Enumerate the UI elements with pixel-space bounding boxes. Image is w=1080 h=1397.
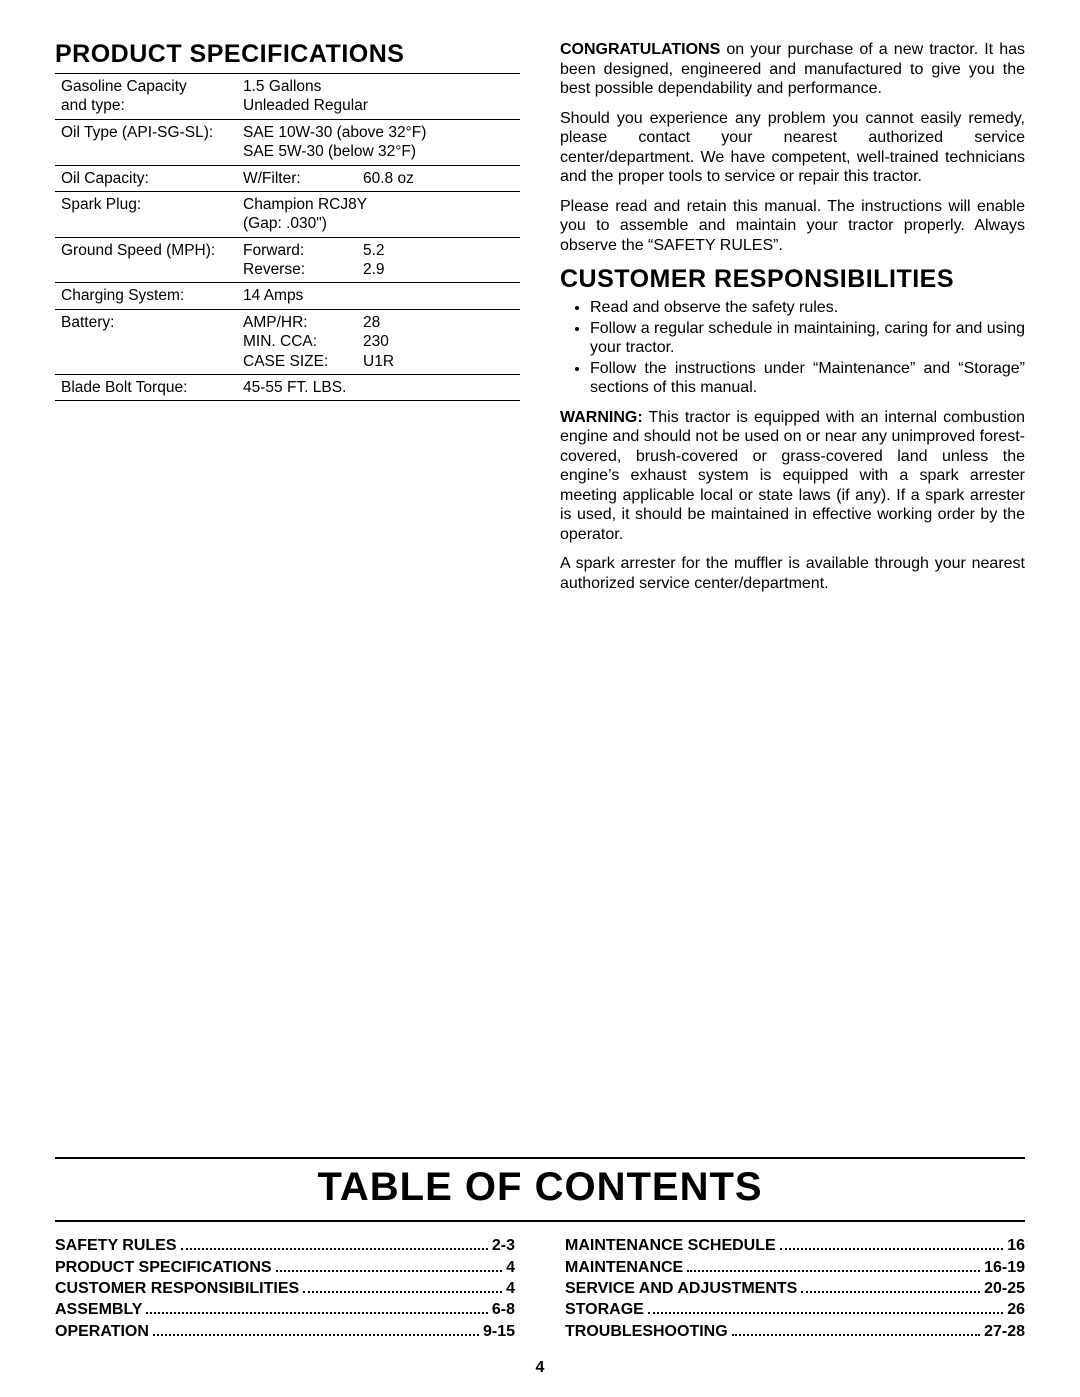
- toc-row: ASSEMBLY 6-8: [55, 1299, 515, 1320]
- warning-paragraph: WARNING: This tractor is equipped with a…: [560, 408, 1025, 545]
- spec-label: Blade Bolt Torque:: [55, 374, 237, 400]
- toc-label: ASSEMBLY: [55, 1300, 142, 1320]
- spec-row: Gasoline Capacityand type:1.5 GallonsUnl…: [55, 74, 520, 120]
- toc-left-column: SAFETY RULES2-3PRODUCT SPECIFICATIONS4CU…: [55, 1236, 515, 1342]
- toc-dots: [181, 1236, 488, 1251]
- toc-columns: SAFETY RULES2-3PRODUCT SPECIFICATIONS4CU…: [55, 1236, 1025, 1342]
- toc-label: SERVICE AND ADJUSTMENTS: [565, 1279, 797, 1299]
- toc-label: MAINTENANCE SCHEDULE: [565, 1236, 776, 1256]
- toc-dots: [732, 1321, 980, 1336]
- toc-right-column: MAINTENANCE SCHEDULE16MAINTENANCE16-19SE…: [565, 1236, 1025, 1342]
- spec-value: 1.5 GallonsUnleaded Regular: [237, 74, 520, 120]
- warning-lead: WARNING:: [560, 409, 643, 426]
- two-column-layout: PRODUCT SPECIFICATIONS Gasoline Capacity…: [55, 40, 1025, 603]
- congrats-paragraph: CONGRATULATIONS on your purchase of a ne…: [560, 40, 1025, 99]
- toc-dots: [687, 1257, 980, 1272]
- toc-page: 27-28: [984, 1322, 1025, 1342]
- toc-title-wrap: TABLE OF CONTENTS: [55, 1157, 1025, 1222]
- spec-value: Forward:5.2Reverse:2.9: [237, 237, 520, 283]
- spec-row: Charging System:14 Amps: [55, 283, 520, 309]
- toc-dots: [648, 1299, 1003, 1314]
- toc-page: 6-8: [492, 1300, 515, 1320]
- toc-row: CUSTOMER RESPONSIBILITIES 4: [55, 1278, 515, 1299]
- responsibilities-heading: CUSTOMER RESPONSIBILITIES: [560, 265, 1025, 294]
- warning-rest: This tractor is equipped with an interna…: [560, 409, 1025, 543]
- toc-dots: [801, 1278, 980, 1293]
- toc-page: 9-15: [483, 1322, 515, 1342]
- responsibility-item: Follow the instructions under “Maintenan…: [590, 359, 1025, 398]
- spec-label: Oil Type (API-SG-SL):: [55, 119, 237, 165]
- toc-page: 4: [506, 1258, 515, 1278]
- spec-value: AMP/HR:28MIN. CCA:230CASE SIZE:U1R: [237, 309, 520, 374]
- page-number: 4: [0, 1359, 1080, 1377]
- toc-title: TABLE OF CONTENTS: [317, 1165, 762, 1209]
- responsibility-item: Follow a regular schedule in maintaining…: [590, 319, 1025, 358]
- toc-page: 4: [506, 1279, 515, 1299]
- toc-dots: [146, 1299, 487, 1314]
- service-paragraph: Should you experience any problem you ca…: [560, 109, 1025, 187]
- left-column: PRODUCT SPECIFICATIONS Gasoline Capacity…: [55, 40, 520, 603]
- responsibility-item: Read and observe the safety rules.: [590, 298, 1025, 318]
- toc-label: TROUBLESHOOTING: [565, 1322, 728, 1342]
- toc-page: 2-3: [492, 1236, 515, 1256]
- spec-row: Oil Capacity:W/Filter:60.8 oz: [55, 165, 520, 191]
- toc-row: TROUBLESHOOTING 27-28: [565, 1321, 1025, 1342]
- responsibilities-list: Read and observe the safety rules.Follow…: [560, 298, 1025, 398]
- toc-label: CUSTOMER RESPONSIBILITIES: [55, 1279, 299, 1299]
- toc-page: 26: [1007, 1300, 1025, 1320]
- toc-row: PRODUCT SPECIFICATIONS 4: [55, 1257, 515, 1278]
- read-retain-paragraph: Please read and retain this manual. The …: [560, 197, 1025, 256]
- toc-row: MAINTENANCE 16-19: [565, 1257, 1025, 1278]
- spec-value: 45-55 FT. LBS.: [237, 374, 520, 400]
- toc-dots: [153, 1321, 479, 1336]
- spec-value: Champion RCJ8Y(Gap: .030"): [237, 191, 520, 237]
- spec-value: SAE 10W-30 (above 32°F)SAE 5W-30 (below …: [237, 119, 520, 165]
- toc-row: STORAGE 26: [565, 1299, 1025, 1320]
- toc-label: PRODUCT SPECIFICATIONS: [55, 1258, 272, 1278]
- spec-label: Charging System:: [55, 283, 237, 309]
- toc-label: MAINTENANCE: [565, 1258, 683, 1278]
- spec-row: Oil Type (API-SG-SL):SAE 10W-30 (above 3…: [55, 119, 520, 165]
- spec-heading: PRODUCT SPECIFICATIONS: [55, 40, 520, 69]
- toc-dots: [276, 1257, 502, 1272]
- toc-label: SAFETY RULES: [55, 1236, 177, 1256]
- spec-value: 14 Amps: [237, 283, 520, 309]
- spec-row: Ground Speed (MPH):Forward:5.2Reverse:2.…: [55, 237, 520, 283]
- spec-label: Battery:: [55, 309, 237, 374]
- toc-dots: [780, 1236, 1004, 1251]
- toc-row: MAINTENANCE SCHEDULE 16: [565, 1236, 1025, 1257]
- spec-label: Spark Plug:: [55, 191, 237, 237]
- spec-table: Gasoline Capacityand type:1.5 GallonsUnl…: [55, 73, 520, 401]
- spec-row: Battery:AMP/HR:28MIN. CCA:230CASE SIZE:U…: [55, 309, 520, 374]
- toc-row: SERVICE AND ADJUSTMENTS 20-25: [565, 1278, 1025, 1299]
- spark-arrester-paragraph: A spark arrester for the muffler is avai…: [560, 554, 1025, 593]
- toc-page: 16: [1007, 1236, 1025, 1256]
- toc-row: OPERATION 9-15: [55, 1321, 515, 1342]
- toc-page: 16-19: [984, 1258, 1025, 1278]
- toc-label: OPERATION: [55, 1322, 149, 1342]
- manual-page: PRODUCT SPECIFICATIONS Gasoline Capacity…: [0, 0, 1080, 1397]
- spec-row: Spark Plug:Champion RCJ8Y(Gap: .030"): [55, 191, 520, 237]
- toc-dots: [303, 1278, 502, 1293]
- right-column: CONGRATULATIONS on your purchase of a ne…: [560, 40, 1025, 603]
- table-of-contents: TABLE OF CONTENTS SAFETY RULES2-3PRODUCT…: [55, 1157, 1025, 1342]
- spec-label: Oil Capacity:: [55, 165, 237, 191]
- spec-row: Blade Bolt Torque:45-55 FT. LBS.: [55, 374, 520, 400]
- spec-label: Gasoline Capacityand type:: [55, 74, 237, 120]
- toc-page: 20-25: [984, 1279, 1025, 1299]
- spec-label: Ground Speed (MPH):: [55, 237, 237, 283]
- toc-row: SAFETY RULES 2-3: [55, 1236, 515, 1257]
- spec-value: W/Filter:60.8 oz: [237, 165, 520, 191]
- congrats-lead: CONGRATULATIONS: [560, 41, 720, 58]
- toc-label: STORAGE: [565, 1300, 644, 1320]
